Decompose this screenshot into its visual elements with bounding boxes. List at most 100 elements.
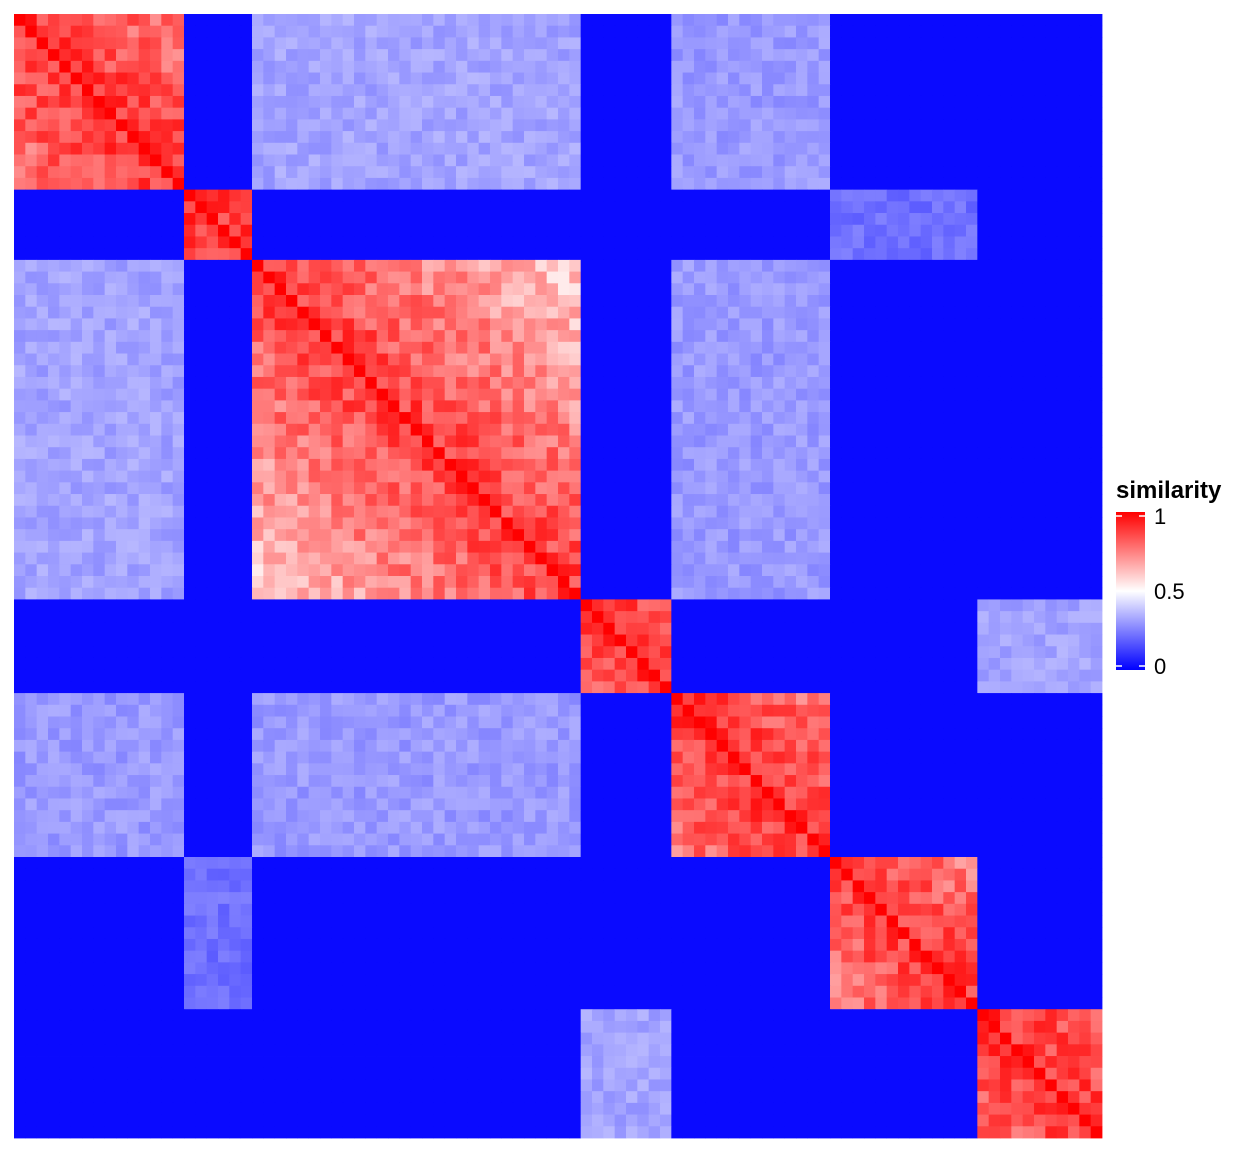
heatmap-cell bbox=[580, 306, 593, 319]
heatmap-cell bbox=[818, 14, 831, 27]
heatmap-cell bbox=[331, 599, 344, 612]
heatmap-cell bbox=[195, 376, 208, 390]
heatmap-cell bbox=[218, 330, 230, 343]
heatmap-cell bbox=[943, 470, 956, 483]
heatmap-cell bbox=[524, 341, 536, 354]
heatmap-cell bbox=[161, 540, 174, 553]
heatmap-cell bbox=[614, 25, 627, 38]
heatmap-cell bbox=[558, 388, 570, 401]
heatmap-cell bbox=[308, 576, 321, 589]
heatmap-cell bbox=[977, 470, 990, 483]
heatmap-cell bbox=[59, 388, 72, 401]
heatmap-cell bbox=[716, 49, 729, 62]
heatmap-cell bbox=[172, 306, 185, 319]
heatmap-cell bbox=[716, 25, 729, 38]
heatmap-cell bbox=[762, 376, 774, 390]
heatmap-cell bbox=[93, 529, 106, 542]
heatmap-cell bbox=[1045, 201, 1058, 214]
heatmap-cell bbox=[966, 353, 978, 366]
heatmap-cell bbox=[569, 236, 582, 249]
heatmap-cell bbox=[422, 540, 434, 553]
heatmap-cell bbox=[36, 365, 49, 378]
heatmap-cell bbox=[59, 540, 72, 553]
heatmap-cell bbox=[1034, 142, 1046, 155]
heatmap-cell bbox=[773, 494, 786, 507]
heatmap-cell bbox=[784, 154, 797, 167]
heatmap-cell bbox=[467, 599, 480, 612]
heatmap-cell bbox=[36, 447, 49, 460]
heatmap-cell bbox=[36, 95, 49, 109]
heatmap-cell bbox=[399, 84, 412, 97]
heatmap-cell bbox=[286, 189, 298, 202]
heatmap-cell bbox=[750, 213, 763, 226]
heatmap-cell bbox=[864, 213, 876, 226]
heatmap-cell bbox=[399, 458, 412, 472]
heatmap-cell bbox=[875, 330, 888, 343]
heatmap-cell bbox=[796, 576, 808, 589]
heatmap-cell bbox=[886, 283, 899, 296]
heatmap-cell bbox=[1090, 611, 1103, 624]
heatmap-cell bbox=[728, 177, 740, 191]
heatmap-cell bbox=[830, 365, 842, 378]
heatmap-cell bbox=[966, 552, 978, 565]
heatmap-cell bbox=[796, 611, 808, 624]
heatmap-cell bbox=[898, 131, 910, 144]
heatmap-cell bbox=[1090, 388, 1103, 401]
heatmap-cell bbox=[920, 529, 933, 542]
heatmap-cell bbox=[773, 365, 786, 378]
heatmap-cell bbox=[1022, 330, 1035, 343]
heatmap-cell bbox=[558, 552, 570, 565]
heatmap-cell bbox=[274, 318, 287, 331]
heatmap-cell bbox=[1090, 365, 1103, 378]
heatmap-cell bbox=[966, 84, 978, 97]
heatmap-cell bbox=[320, 25, 332, 38]
heatmap-cell bbox=[433, 95, 446, 109]
heatmap-cell bbox=[410, 540, 423, 553]
heatmap-cell bbox=[954, 259, 967, 272]
heatmap-cell bbox=[308, 505, 321, 518]
heatmap-cell bbox=[14, 72, 26, 85]
heatmap-cell bbox=[524, 107, 536, 120]
heatmap-cell bbox=[354, 400, 366, 413]
heatmap-cell bbox=[637, 318, 650, 331]
heatmap-cell bbox=[1011, 107, 1024, 120]
heatmap-cell bbox=[490, 494, 502, 507]
heatmap-cell bbox=[558, 49, 570, 62]
heatmap-cell bbox=[161, 213, 174, 226]
heatmap-cell bbox=[988, 142, 1001, 155]
heatmap-cell bbox=[59, 400, 72, 413]
heatmap-cell bbox=[478, 376, 491, 390]
heatmap-cell bbox=[252, 259, 264, 272]
heatmap-cell bbox=[297, 353, 310, 366]
heatmap-cell bbox=[490, 84, 502, 97]
heatmap-cell bbox=[127, 295, 140, 308]
heatmap-cell bbox=[1022, 201, 1035, 214]
heatmap-cell bbox=[365, 412, 378, 425]
heatmap-cell bbox=[252, 552, 264, 565]
heatmap-cell bbox=[728, 482, 740, 495]
heatmap-cell bbox=[671, 259, 684, 272]
heatmap-cell bbox=[59, 564, 72, 577]
heatmap-cell bbox=[308, 423, 321, 436]
heatmap-cell bbox=[705, 587, 718, 600]
heatmap-cell bbox=[274, 248, 287, 261]
heatmap-cell bbox=[750, 271, 763, 284]
heatmap-cell bbox=[184, 131, 196, 144]
heatmap-cell bbox=[762, 540, 774, 553]
heatmap-cell bbox=[127, 142, 140, 155]
heatmap-cell bbox=[818, 224, 831, 237]
heatmap-cell bbox=[104, 166, 117, 179]
heatmap-cell bbox=[796, 564, 808, 577]
heatmap-cell bbox=[297, 107, 310, 120]
heatmap-cell bbox=[546, 84, 559, 97]
heatmap-cell bbox=[637, 505, 650, 518]
heatmap-cell bbox=[637, 341, 650, 354]
heatmap-cell bbox=[1011, 14, 1024, 27]
heatmap-cell bbox=[682, 365, 695, 378]
heatmap-cell bbox=[286, 224, 298, 237]
heatmap-cell bbox=[1079, 166, 1092, 179]
heatmap-cell bbox=[172, 400, 185, 413]
heatmap-cell bbox=[705, 25, 718, 38]
heatmap-cell bbox=[184, 388, 196, 401]
heatmap-cell bbox=[920, 470, 933, 483]
